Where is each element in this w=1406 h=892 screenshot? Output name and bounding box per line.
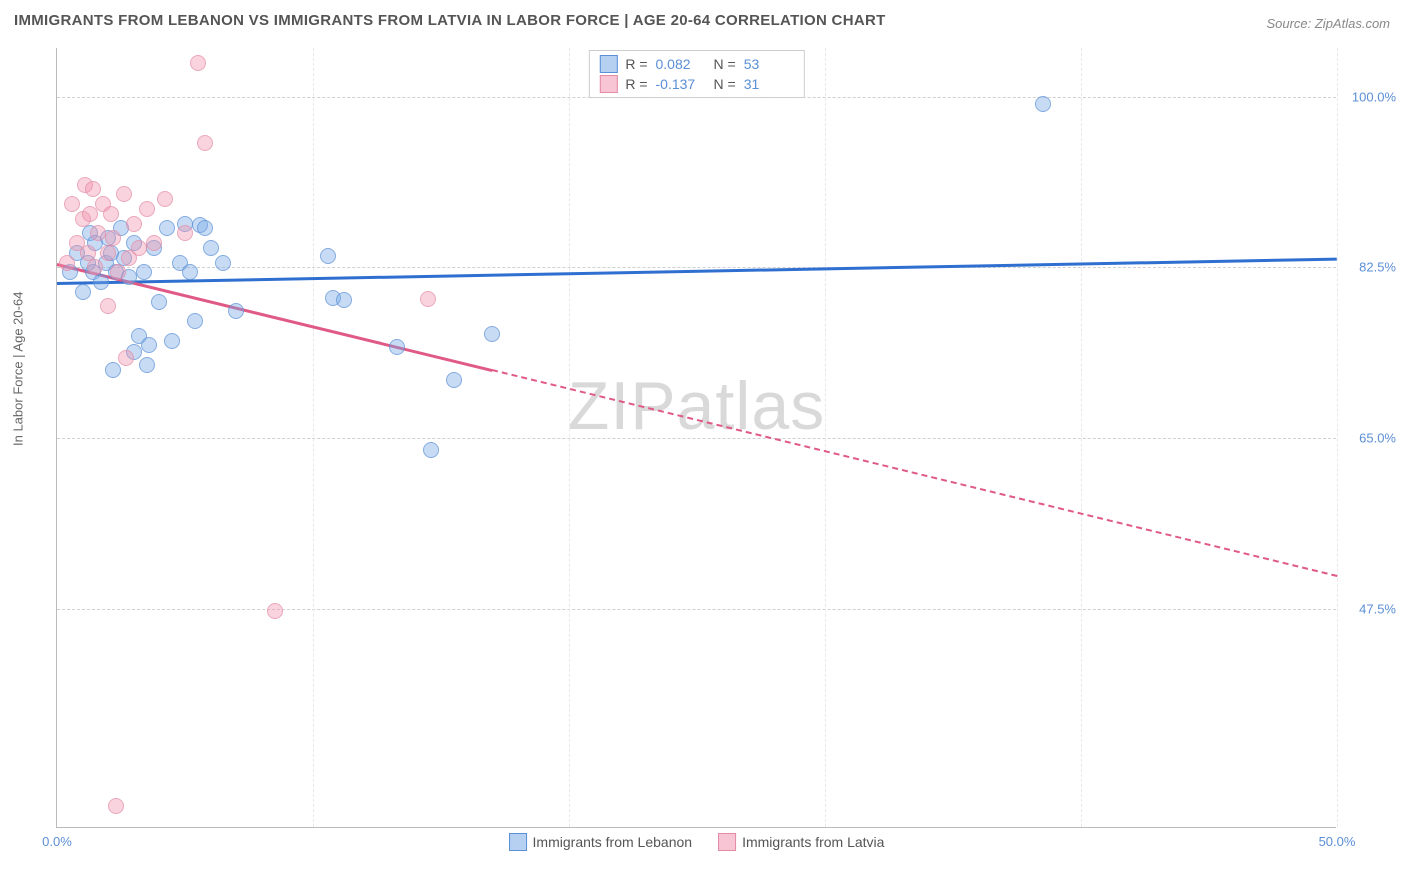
data-point: [80, 245, 96, 261]
r-label: R =: [625, 76, 647, 92]
r-value: -0.137: [656, 76, 706, 92]
n-label: N =: [714, 56, 736, 72]
legend-label: Immigrants from Latvia: [742, 834, 884, 850]
source-attribution: Source: ZipAtlas.com: [1266, 16, 1390, 31]
data-point: [131, 240, 147, 256]
data-point: [136, 264, 152, 280]
legend-stats-row: R = -0.137 N = 31: [599, 75, 793, 93]
legend-item: Immigrants from Lebanon: [509, 833, 693, 851]
data-point: [164, 333, 180, 349]
data-point: [389, 339, 405, 355]
gridline: [825, 48, 826, 827]
swatch-icon: [718, 833, 736, 851]
gridline: [569, 48, 570, 827]
data-point: [203, 240, 219, 256]
trendline: [57, 258, 1337, 285]
swatch-icon: [509, 833, 527, 851]
data-point: [126, 216, 142, 232]
data-point: [100, 245, 116, 261]
data-point: [139, 357, 155, 373]
legend-stats: R = 0.082 N = 53 R = -0.137 N = 31: [588, 50, 804, 98]
data-point: [85, 181, 101, 197]
data-point: [182, 264, 198, 280]
gridline: [57, 97, 1336, 98]
y-tick-label: 100.0%: [1341, 89, 1396, 104]
legend-stats-row: R = 0.082 N = 53: [599, 55, 793, 73]
data-point: [59, 255, 75, 271]
data-point: [110, 264, 126, 280]
data-point: [90, 225, 106, 241]
data-point: [118, 350, 134, 366]
data-point: [105, 230, 121, 246]
data-point: [116, 186, 132, 202]
r-value: 0.082: [656, 56, 706, 72]
watermark: ZIPatlas: [568, 367, 825, 445]
data-point: [197, 135, 213, 151]
gridline: [57, 609, 1336, 610]
swatch-icon: [599, 75, 617, 93]
data-point: [100, 298, 116, 314]
data-point: [146, 235, 162, 251]
legend-item: Immigrants from Latvia: [718, 833, 884, 851]
n-value: 53: [744, 56, 794, 72]
plot-area: ZIPatlas R = 0.082 N = 53 R = -0.137 N =…: [56, 48, 1336, 828]
y-tick-label: 65.0%: [1341, 431, 1396, 446]
x-tick-label: 50.0%: [1319, 834, 1356, 849]
data-point: [187, 313, 203, 329]
n-label: N =: [714, 76, 736, 92]
data-point: [336, 292, 352, 308]
gridline: [1081, 48, 1082, 827]
data-point: [1035, 96, 1051, 112]
data-point: [139, 201, 155, 217]
data-point: [484, 326, 500, 342]
data-point: [446, 372, 462, 388]
gridline: [1337, 48, 1338, 827]
data-point: [228, 303, 244, 319]
r-label: R =: [625, 56, 647, 72]
trendline: [492, 369, 1337, 577]
y-axis-title: In Labor Force | Age 20-64: [11, 292, 26, 446]
correlation-chart: IMMIGRANTS FROM LEBANON VS IMMIGRANTS FR…: [8, 8, 1398, 884]
data-point: [87, 259, 103, 275]
data-point: [105, 362, 121, 378]
y-tick-label: 47.5%: [1341, 601, 1396, 616]
data-point: [420, 291, 436, 307]
gridline: [57, 438, 1336, 439]
data-point: [190, 55, 206, 71]
data-point: [159, 220, 175, 236]
y-tick-label: 82.5%: [1341, 260, 1396, 275]
data-point: [177, 225, 193, 241]
x-tick-label: 0.0%: [42, 834, 72, 849]
data-point: [108, 798, 124, 814]
data-point: [197, 220, 213, 236]
data-point: [141, 337, 157, 353]
data-point: [157, 191, 173, 207]
data-point: [64, 196, 80, 212]
data-point: [151, 294, 167, 310]
data-point: [423, 442, 439, 458]
chart-title: IMMIGRANTS FROM LEBANON VS IMMIGRANTS FR…: [14, 12, 886, 29]
data-point: [75, 284, 91, 300]
n-value: 31: [744, 76, 794, 92]
gridline: [57, 267, 1336, 268]
gridline: [313, 48, 314, 827]
data-point: [320, 248, 336, 264]
legend-label: Immigrants from Lebanon: [533, 834, 693, 850]
swatch-icon: [599, 55, 617, 73]
data-point: [267, 603, 283, 619]
data-point: [215, 255, 231, 271]
legend-series: Immigrants from Lebanon Immigrants from …: [509, 833, 885, 851]
data-point: [103, 206, 119, 222]
data-point: [93, 274, 109, 290]
